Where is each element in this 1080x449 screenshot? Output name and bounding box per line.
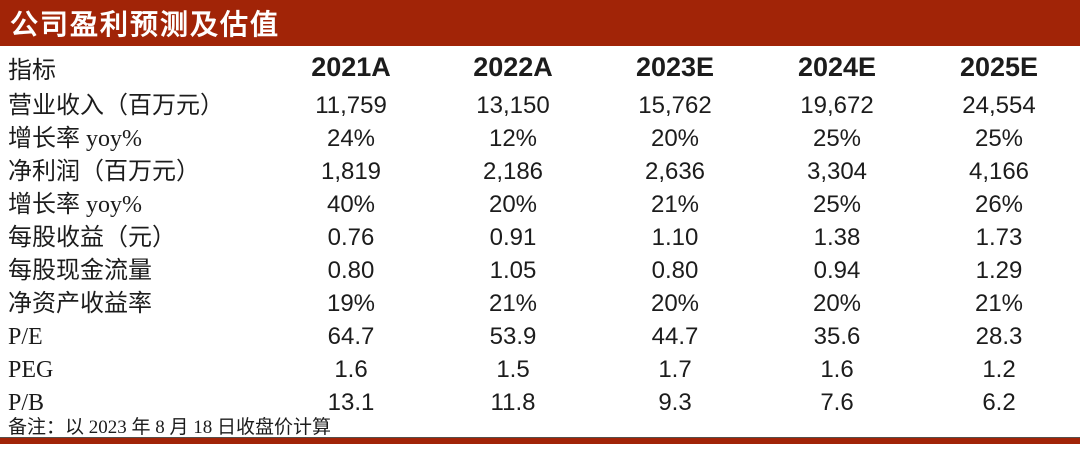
footnote: 备注：以 2023 年 8 月 18 日收盘价计算 [8,417,332,438]
value-cell: 21% [650,190,700,218]
value-cell: 2,636 [644,157,706,185]
value-cell: 53.9 [489,322,537,350]
table-row: 净资产收益率 19% 21% 20% 20% 21% [0,287,1080,320]
value-cell: 7.6 [820,388,854,416]
value-cell: 25% [974,124,1024,152]
value-cell: 15,762 [638,91,712,119]
value-cell: 9.3 [658,388,692,416]
value-cell: 1.6 [334,355,368,383]
header-cell-year: 2022A [473,52,553,82]
header-cell-year: 2021A [311,52,391,82]
value-cell: 20% [650,124,700,152]
value-cell: 1.38 [813,223,861,251]
value-cell: 0.94 [813,256,861,284]
value-cell: 0.76 [327,223,375,251]
value-cell: 20% [812,289,862,317]
table-row: PEG 1.6 1.5 1.7 1.6 1.2 [0,353,1080,386]
value-cell: 19,672 [800,91,874,119]
value-cell: 21% [974,289,1024,317]
table-row: 增长率 yoy% 24% 12% 20% 25% 25% [0,122,1080,155]
value-cell: 1.6 [820,355,854,383]
row-label: 增长率 yoy% [8,125,142,152]
header-cell-year: 2023E [635,52,715,82]
value-cell: 2,186 [482,157,544,185]
value-cell: 4,166 [968,157,1030,185]
value-cell: 1.05 [489,256,537,284]
value-cell: 1.7 [658,355,692,383]
value-cell: 40% [326,190,376,218]
value-cell: 64.7 [327,322,375,350]
value-cell: 24,554 [962,91,1036,119]
table-row: 营业收入（百万元） 11,759 13,150 15,762 19,672 24,554 [0,89,1080,122]
table-row: 每股现金流量 0.80 1.05 0.80 0.94 1.29 [0,254,1080,287]
value-cell: 19% [326,289,376,317]
table-title-banner: 公司盈利预测及估值 [0,0,1080,46]
forecast-valuation-table: 指标 2021A 2022A 2023E 2024E 2025E 营业收入（百万元） 11,… [0,46,1080,419]
value-cell: 11,759 [315,91,387,119]
value-cell: 35.6 [813,322,861,350]
value-cell: 25% [812,190,862,218]
table-row: 净利润（百万元） 1,819 2,186 2,636 3,304 4,166 [0,155,1080,188]
value-cell: 28.3 [975,322,1023,350]
row-label: 每股收益（元） [8,224,176,251]
table-row: 增长率 yoy% 40% 20% 21% 25% 26% [0,188,1080,221]
value-cell: 11.8 [490,388,536,416]
value-cell: 1.29 [975,256,1023,284]
value-cell: 1.10 [651,223,699,251]
value-cell: 20% [488,190,538,218]
table-header-row: 指标 2021A 2022A 2023E 2024E 2025E [0,46,1080,89]
value-cell: 21% [488,289,538,317]
table-row: 每股收益（元） 0.76 0.91 1.10 1.38 1.73 [0,221,1080,254]
value-cell: 20% [650,289,700,317]
table-title: 公司盈利预测及估值 [10,10,281,41]
bottom-rule [0,437,1080,444]
value-cell: 13.1 [327,388,375,416]
value-cell: 12% [488,124,538,152]
value-cell: 1.2 [982,355,1016,383]
row-label: 净利润（百万元） [8,158,200,185]
header-cell-year: 2024E [797,52,877,82]
row-label: P/B [8,389,45,416]
value-cell: 1.73 [975,223,1023,251]
row-label: 营业收入（百万元） [8,92,224,119]
value-cell: 25% [812,124,862,152]
value-cell: 44.7 [651,322,699,350]
value-cell: 3,304 [806,157,868,185]
value-cell: 0.80 [327,256,375,284]
header-cell-year: 2025E [959,52,1039,82]
value-cell: 13,150 [476,91,550,119]
row-label: 增长率 yoy% [8,191,142,218]
table-body: 营业收入（百万元） 11,759 13,150 15,762 19,672 24,554 增… [0,89,1080,419]
value-cell: 0.91 [489,223,537,251]
row-label: 每股现金流量 [8,257,152,284]
table-row: P/B 13.1 11.8 9.3 7.6 6.2 [0,386,1080,419]
value-cell: 1.5 [496,355,530,383]
value-cell: 0.80 [651,256,699,284]
row-label: P/E [8,323,43,350]
row-label: 净资产收益率 [8,290,152,317]
value-cell: 24% [326,124,376,152]
row-label: PEG [8,356,54,383]
value-cell: 1,819 [320,157,382,185]
header-cell-indicator: 指标 [8,58,56,84]
table-row: P/E 64.7 53.9 44.7 35.6 28.3 [0,320,1080,353]
value-cell: 26% [974,190,1024,218]
value-cell: 6.2 [982,388,1016,416]
